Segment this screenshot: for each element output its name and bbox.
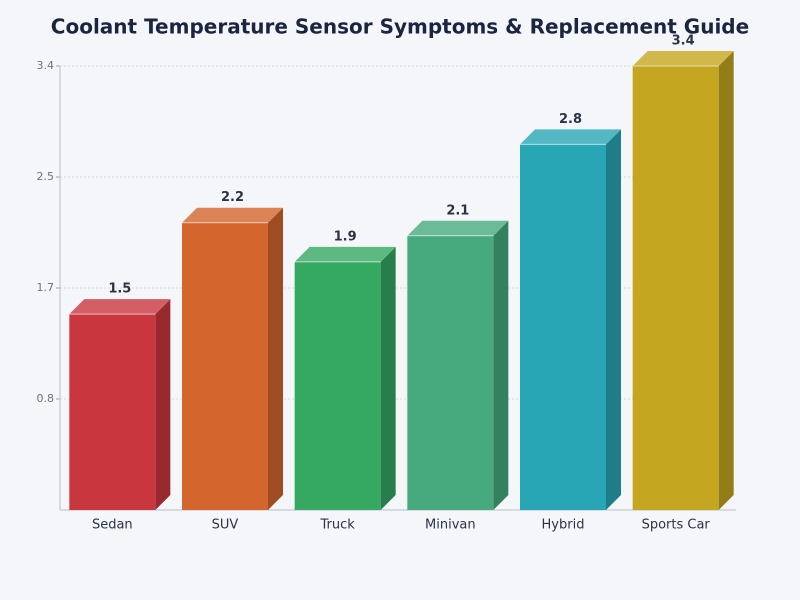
value-label: 1.5 xyxy=(108,282,131,297)
bar-top xyxy=(294,246,396,262)
chart-title: Coolant Temperature Sensor Symptoms & Re… xyxy=(51,15,749,39)
bar-front xyxy=(69,314,156,510)
value-label: 3.4 xyxy=(672,34,695,49)
x-tick-label: Sedan xyxy=(92,518,133,533)
bar-side xyxy=(380,246,396,510)
value-label: 2.2 xyxy=(221,190,244,205)
y-tick-label: 1.7 xyxy=(37,281,55,294)
y-tick-label: 0.8 xyxy=(37,392,55,405)
bar xyxy=(407,220,509,510)
bar-side xyxy=(155,299,171,510)
value-label: 2.8 xyxy=(559,112,582,127)
bar-side xyxy=(493,220,509,510)
x-tick-label: Minivan xyxy=(425,518,476,533)
x-tick-label: Sports Car xyxy=(642,518,711,533)
bar-front xyxy=(182,222,268,511)
x-tick-label: Truck xyxy=(320,518,356,533)
bar-top xyxy=(407,220,509,236)
bar-top xyxy=(632,51,734,66)
value-label: 1.9 xyxy=(334,229,357,244)
bar-side xyxy=(268,207,283,511)
bar xyxy=(632,51,734,510)
bar xyxy=(182,207,283,511)
bar-front xyxy=(294,261,381,510)
value-label: 2.1 xyxy=(446,203,469,218)
bar-side xyxy=(606,129,621,510)
bar-top xyxy=(182,207,283,223)
bar xyxy=(294,246,396,510)
y-tick-label: 2.5 xyxy=(37,170,55,183)
bar-front xyxy=(407,235,494,510)
y-tick-label: 3.4 xyxy=(37,59,55,72)
bar-front xyxy=(520,144,606,510)
bar-top xyxy=(69,299,171,315)
bar xyxy=(520,129,621,510)
x-tick-label: SUV xyxy=(212,518,239,533)
x-tick-label: Hybrid xyxy=(542,518,585,533)
bar-top xyxy=(520,129,621,145)
bar-front xyxy=(632,66,719,510)
bar xyxy=(69,299,171,510)
bar-side xyxy=(718,51,734,510)
